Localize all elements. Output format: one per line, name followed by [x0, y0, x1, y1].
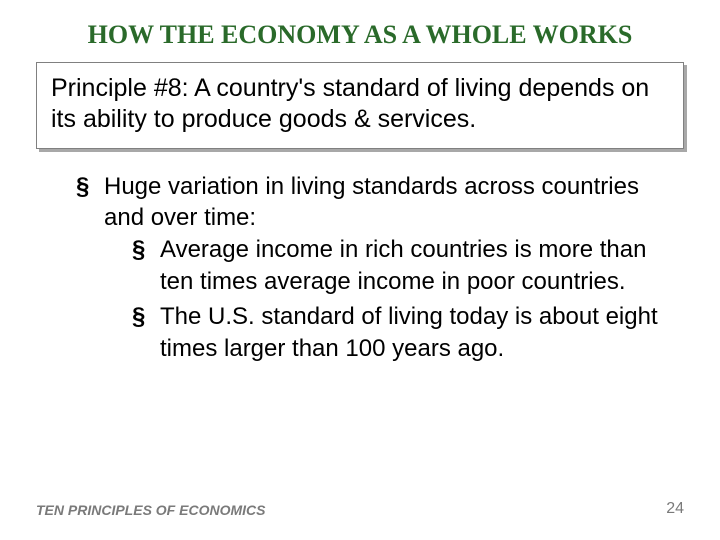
bullet-level2: Average income in rich countries is more… — [132, 234, 684, 297]
bullet-level2: The U.S. standard of living today is abo… — [132, 301, 684, 364]
bullet-text: The U.S. standard of living today is abo… — [160, 303, 658, 362]
bullet-list: Huge variation in living standards acros… — [36, 171, 684, 365]
bullet-text: Huge variation in living standards acros… — [104, 173, 639, 232]
page-number: 24 — [666, 500, 684, 518]
principle-box: Principle #8: A country's standard of li… — [36, 62, 684, 149]
footer-title: TEN PRINCIPLES OF ECONOMICS — [36, 502, 265, 518]
principle-text: Principle #8: A country's standard of li… — [51, 73, 669, 136]
bullet-level1: Huge variation in living standards acros… — [76, 171, 684, 365]
slide-title: HOW THE ECONOMY AS A WHOLE WORKS — [36, 20, 684, 50]
bullet-sublist: Average income in rich countries is more… — [104, 234, 684, 365]
bullet-text: Average income in rich countries is more… — [160, 236, 646, 295]
